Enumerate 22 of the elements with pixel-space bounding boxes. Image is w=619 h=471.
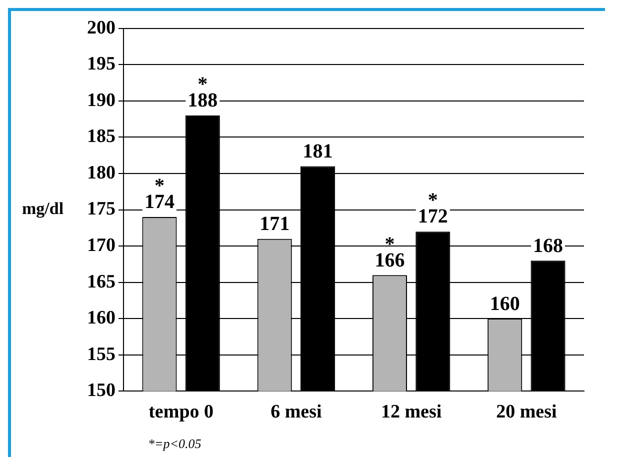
y-tick-label: 175: [87, 198, 116, 220]
text: *=p<0.05: [148, 436, 202, 452]
y-tick-label: 155: [87, 344, 116, 365]
y-tick-label: 190: [87, 90, 116, 111]
x-tick-label: 6 mesi: [270, 402, 322, 423]
data-label: 171: [260, 212, 290, 235]
y-tick-label: 165: [87, 271, 116, 292]
y-tick-label: 150: [87, 380, 116, 402]
data-label: 168: [533, 234, 564, 257]
y-tick-label: 185: [87, 126, 116, 148]
y-axis-title: mg/dl: [22, 199, 64, 218]
data-label: 160: [490, 292, 520, 315]
y-tick-label: 170: [87, 234, 116, 256]
y-tick-label: 195: [87, 54, 116, 75]
x-tick-label: 20 mesi: [496, 402, 557, 423]
data-label: 181: [302, 140, 333, 162]
y-tick-label: 180: [87, 162, 116, 184]
y-tick-label: 160: [87, 308, 116, 329]
x-tick-label: tempo 0: [148, 402, 214, 423]
x-tick-label: 12 mesi: [380, 402, 442, 423]
data-label: 166: [374, 249, 405, 272]
y-tick-label: 200: [87, 17, 116, 38]
